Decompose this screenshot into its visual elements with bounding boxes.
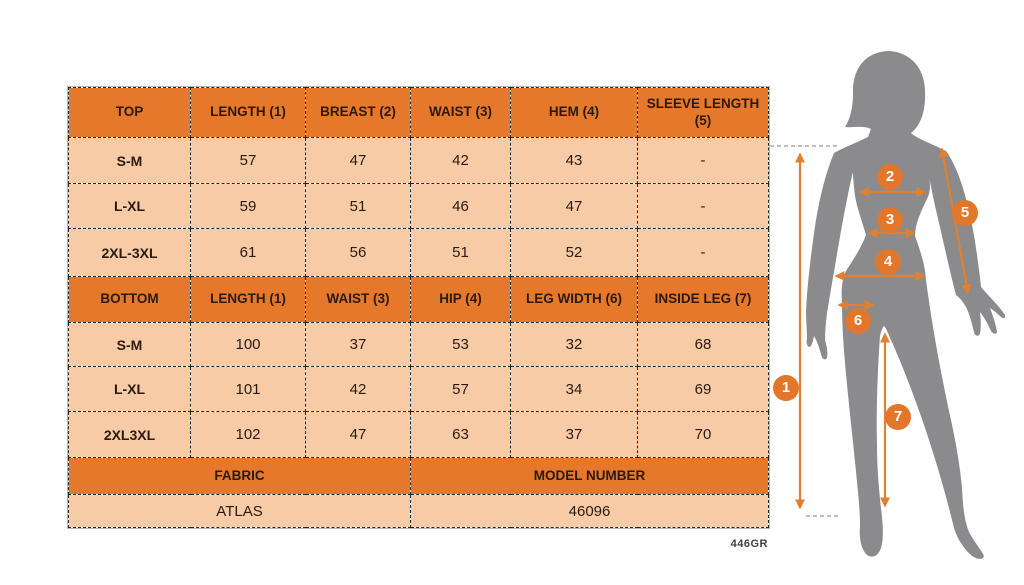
header-fabric: FABRIC xyxy=(68,457,411,495)
size-cell: L-XL xyxy=(68,366,191,412)
header-leg-width-6: LEG WIDTH (6) xyxy=(510,276,638,323)
value-cell: 51 xyxy=(410,228,511,277)
header-length-1: LENGTH (1) xyxy=(190,276,306,323)
sheet-code: 446GR xyxy=(730,538,768,550)
size-cell: L-XL xyxy=(68,183,191,229)
value-cell: 34 xyxy=(510,366,638,412)
value-cell: 59 xyxy=(190,183,306,229)
size-chart-table: TOP LENGTH (1) BREAST (2) WAIST (3) HEM … xyxy=(67,86,770,529)
marker-badge-7: 7 xyxy=(885,404,911,430)
value-cell: 100 xyxy=(190,322,306,367)
value-cell: 102 xyxy=(190,411,306,458)
table-row: L-XL 101 42 57 34 69 xyxy=(68,366,769,412)
marker-badge-5: 5 xyxy=(952,200,978,226)
value-cell: 101 xyxy=(190,366,306,412)
value-cell: 32 xyxy=(510,322,638,367)
size-cell: S-M xyxy=(68,137,191,184)
value-cell: 46 xyxy=(410,183,511,229)
header-model-number: MODEL NUMBER xyxy=(410,457,769,495)
value-cell: - xyxy=(637,183,769,229)
header-top: TOP xyxy=(68,87,191,138)
table-row: 2XL3XL 102 47 63 37 70 xyxy=(68,411,769,458)
value-cell: 42 xyxy=(305,366,411,412)
header-hem-4: HEM (4) xyxy=(510,87,638,138)
model-number-value: 46096 xyxy=(410,494,769,528)
table-row: S-M 100 37 53 32 68 xyxy=(68,322,769,367)
value-cell: - xyxy=(637,228,769,277)
value-cell: 56 xyxy=(305,228,411,277)
size-cell: 2XL-3XL xyxy=(68,228,191,277)
value-cell: - xyxy=(637,137,769,184)
female-figure-silhouette xyxy=(806,51,1006,559)
value-cell: 63 xyxy=(410,411,511,458)
value-cell: 70 xyxy=(637,411,769,458)
fabric-model-value-row: ATLAS 46096 xyxy=(68,494,769,528)
value-cell: 42 xyxy=(410,137,511,184)
value-cell: 69 xyxy=(637,366,769,412)
value-cell: 57 xyxy=(190,137,306,184)
header-sleeve-length-5: SLEEVE LENGTH (5) xyxy=(637,87,769,138)
value-cell: 47 xyxy=(305,411,411,458)
marker-badge-2: 2 xyxy=(877,164,903,190)
header-hip-4: HIP (4) xyxy=(410,276,511,323)
value-cell: 43 xyxy=(510,137,638,184)
header-inside-leg-7: INSIDE LEG (7) xyxy=(637,276,769,323)
value-cell: 37 xyxy=(305,322,411,367)
size-cell: S-M xyxy=(68,322,191,367)
table-row: S-M 57 47 42 43 - xyxy=(68,137,769,184)
marker-badge-6: 6 xyxy=(845,308,871,334)
value-cell: 57 xyxy=(410,366,511,412)
bottom-header-row: BOTTOM LENGTH (1) WAIST (3) HIP (4) LEG … xyxy=(68,276,769,323)
header-bottom: BOTTOM xyxy=(68,276,191,323)
table-row: 2XL-3XL 61 56 51 52 - xyxy=(68,228,769,277)
fabric-model-header-row: FABRIC MODEL NUMBER xyxy=(68,457,769,495)
value-cell: 68 xyxy=(637,322,769,367)
fabric-value: ATLAS xyxy=(68,494,411,528)
header-length-1: LENGTH (1) xyxy=(190,87,306,138)
table-row: L-XL 59 51 46 47 - xyxy=(68,183,769,229)
header-waist-3: WAIST (3) xyxy=(305,276,411,323)
marker-badge-1: 1 xyxy=(773,375,799,401)
value-cell: 51 xyxy=(305,183,411,229)
value-cell: 52 xyxy=(510,228,638,277)
marker-badge-3: 3 xyxy=(877,207,903,233)
size-cell: 2XL3XL xyxy=(68,411,191,458)
value-cell: 37 xyxy=(510,411,638,458)
value-cell: 47 xyxy=(305,137,411,184)
header-breast-2: BREAST (2) xyxy=(305,87,411,138)
marker-badge-4: 4 xyxy=(875,249,901,275)
value-cell: 47 xyxy=(510,183,638,229)
value-cell: 53 xyxy=(410,322,511,367)
header-waist-3: WAIST (3) xyxy=(410,87,511,138)
value-cell: 61 xyxy=(190,228,306,277)
top-header-row: TOP LENGTH (1) BREAST (2) WAIST (3) HEM … xyxy=(68,87,769,138)
